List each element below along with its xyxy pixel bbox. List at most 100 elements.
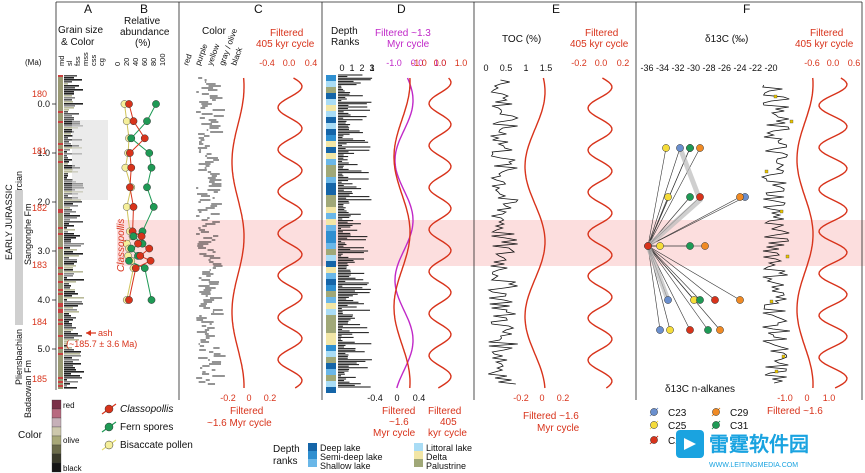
depth-littoral: Littoral lake [426,443,472,453]
color-swatch [58,147,63,149]
color-swatch [58,375,63,377]
classopollis-point [140,134,149,143]
bulk-point [789,119,794,124]
depth-tick-label: 3.0 [37,246,50,256]
grain-bar [64,261,77,263]
bottom-tick: -1.0 [777,393,793,403]
bottom-tick: 0 [804,393,809,403]
color-swatch [58,111,63,113]
color-legend-swatch [51,435,62,446]
color-swatch [58,191,63,193]
grain-bar [64,135,73,137]
color-swatch [58,153,63,155]
facies-block [326,291,336,297]
color-swatch [58,275,63,277]
facies-block [326,297,336,303]
alkane-point [676,144,684,152]
classopollis-point [134,239,142,248]
facies-block [326,225,336,231]
grain-bar [64,373,71,375]
grain-bar [64,145,79,147]
facies-block [326,285,336,291]
color-swatch [58,299,63,301]
grain-bar [64,341,68,343]
panel-f-bottom: Filtered ~1.6 [767,406,823,417]
facies-block [326,237,336,243]
color-swatch [58,177,63,179]
grain-bar [64,367,75,369]
facies-block [326,315,336,321]
alkane-point [696,193,704,201]
facies-block [326,99,336,105]
fern-point [127,244,136,253]
era-label: EARLY JURASSIC [4,184,14,260]
grain-bar [64,319,73,321]
grain-bar [64,177,67,179]
grain-bar [64,351,81,353]
legend-classopollis: Classopollis [120,404,173,415]
grain-bar [64,277,67,279]
color-swatch [58,93,63,95]
grain-bar [64,163,68,165]
color-swatch [58,119,63,121]
facies-block [326,387,336,393]
bottom-tick: 0.2 [264,393,277,403]
grain-bar [64,195,68,197]
grain-bar [64,241,71,243]
color-swatch [58,179,63,181]
color-swatch [58,239,63,241]
color-swatch [58,85,63,87]
color-swatch [58,89,63,91]
color-log [196,77,226,385]
color-swatch [58,79,63,81]
grain-bar [64,345,67,347]
d13c-tick: -28 [702,63,715,73]
facies-block [326,111,336,117]
grain-bar [64,105,75,107]
fern-point [147,296,156,304]
alkane-point [662,144,670,152]
bulk-point [781,354,786,359]
watermark-url: WWW.LEITINGMEDIA.COM [709,462,798,469]
bottom-tick: 0.4 [413,393,426,403]
d13c-tick: -26 [718,63,731,73]
color-swatch [58,145,63,147]
grain-bar [64,291,75,293]
color-swatch [58,83,63,85]
color-swatch [58,97,63,99]
color-swatch [58,241,63,243]
panel-e-title: TOC (%) [502,34,541,45]
grain-bar [64,271,83,273]
color-swatch [58,327,63,329]
grain-bar [64,385,67,387]
grain-bar [64,387,77,389]
grain-bar [64,169,73,171]
grain-bar [64,279,84,281]
grain-bar [64,127,78,129]
depth-semideep: Semi-deep lake [320,452,383,462]
ash-arrowhead [86,330,91,336]
fern-point [140,264,149,272]
color-swatch [58,365,63,367]
panel-c-filter-ticks: -0.4 0.0 0.4 [259,58,317,68]
color-legend-bar [51,399,62,473]
grain-bar [64,93,74,95]
color-swatch [58,123,63,125]
grain-bar [64,369,76,371]
color-swatch [58,357,63,359]
legend-fern: Fern spores [120,422,173,433]
color-swatch [58,251,63,253]
grain-bar [64,129,72,131]
classopollis-point [131,264,140,272]
ash-age: (~185.7 ± 3.6 Ma) [66,339,137,349]
color-swatch [58,253,63,255]
color-swatch [58,217,63,219]
grain-bar [64,95,72,97]
grain-bar [64,193,78,195]
color-swatch [58,337,63,339]
color-swatch [58,311,63,313]
grain-bar [64,201,82,203]
classopollis-point [125,296,133,304]
filter-tick: 0.6 [848,58,861,68]
panel-b-title-1: Relative [124,16,161,27]
